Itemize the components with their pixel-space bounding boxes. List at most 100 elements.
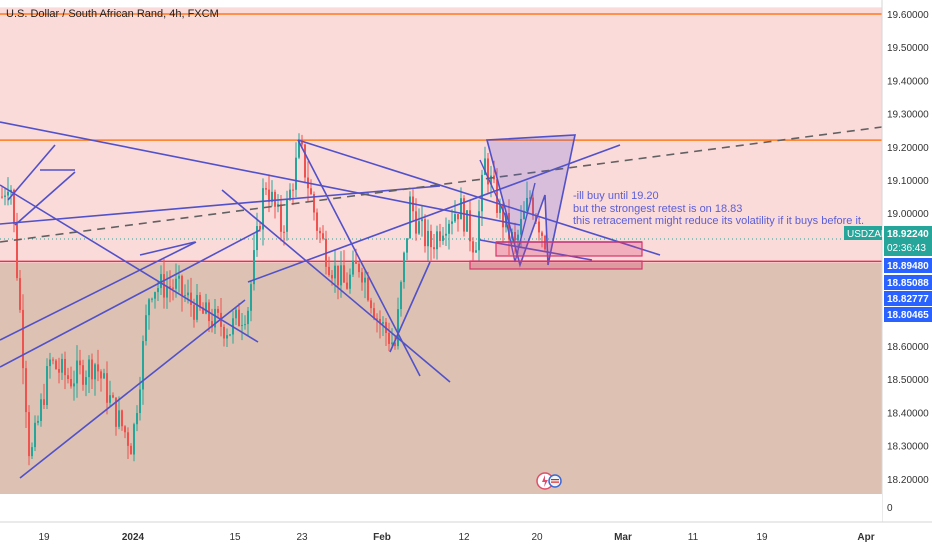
candle-body — [46, 366, 48, 406]
candle-body — [289, 189, 291, 200]
trendline-flat-2 — [479, 239, 593, 261]
candle-body — [445, 233, 447, 236]
candle-body — [4, 195, 6, 197]
x-tick-label: Feb — [373, 532, 391, 543]
candle-body — [82, 365, 84, 385]
candle-body — [205, 302, 207, 314]
candle-body — [286, 199, 288, 232]
candle-body — [151, 298, 153, 300]
candle-body — [526, 197, 528, 211]
target-box-lower — [469, 260, 643, 270]
candle-body — [376, 318, 378, 320]
x-tick-label: Mar — [614, 532, 632, 543]
candle-body — [361, 272, 363, 283]
candle-body — [487, 158, 489, 185]
candle-body — [256, 226, 258, 251]
candle-body — [214, 308, 216, 328]
y-tick-label: 19.20000 — [887, 143, 929, 154]
candle-body — [109, 395, 111, 403]
y-tick-label: 18.40000 — [887, 408, 929, 419]
candle-body — [316, 212, 318, 231]
candle-body — [328, 266, 330, 276]
trendline-rising-break — [389, 261, 431, 353]
candle-body — [199, 294, 201, 308]
annotation-line-2: but the strongest retest is on 18.83 — [573, 202, 743, 215]
x-tick-label: 19 — [38, 532, 50, 543]
candle-body — [334, 265, 336, 279]
candle-body — [247, 310, 249, 325]
candle-body — [346, 282, 348, 289]
candle-body — [124, 426, 126, 433]
candle-body — [259, 226, 261, 230]
level-badge-label: 18.82777 — [887, 294, 929, 305]
x-tick-label: 19 — [756, 532, 768, 543]
candle-body — [37, 420, 39, 423]
candle-body — [130, 445, 132, 455]
candle-body — [478, 211, 480, 251]
candle-body — [532, 197, 534, 216]
trendline-rising-wedge-low — [19, 299, 246, 479]
candle-body — [118, 410, 120, 427]
x-tick-label: 12 — [458, 532, 470, 543]
candle-body — [331, 275, 333, 279]
candle-body — [529, 197, 531, 199]
candle-body — [184, 295, 186, 297]
candle-body — [520, 219, 522, 235]
candle-body — [388, 332, 390, 344]
candle-body — [280, 204, 282, 232]
candle-body — [166, 286, 168, 298]
candle-body — [415, 211, 417, 234]
trendline-rising-wedge-high — [0, 241, 197, 341]
candle-body — [292, 189, 294, 191]
trendline-rising-3 — [247, 144, 621, 283]
candle-body — [514, 231, 516, 241]
trendline-falling-2 — [221, 189, 451, 383]
trendline-slant — [0, 185, 441, 225]
candle-body — [340, 265, 342, 286]
candle-body — [391, 342, 393, 344]
candle-body — [424, 219, 426, 247]
x-tick-label: 11 — [688, 532, 699, 543]
candle-body — [310, 188, 312, 195]
candle-body — [64, 358, 66, 376]
candle-body — [127, 432, 129, 446]
candle-body — [217, 308, 219, 313]
candle-body — [196, 294, 198, 320]
candle-body — [352, 260, 354, 275]
candle-body — [343, 265, 345, 283]
candle-body — [241, 325, 243, 327]
candle-body — [301, 140, 303, 145]
candle-body — [1, 196, 3, 198]
candle-body — [40, 399, 42, 421]
candle-body — [58, 369, 60, 373]
candle-body — [103, 373, 105, 379]
candle-body — [31, 447, 33, 457]
candle-body — [502, 204, 504, 228]
candle-body — [253, 250, 255, 285]
y-axis-zero-label: 0 — [887, 503, 893, 514]
current-price-value: 18.92240 — [887, 229, 929, 240]
candle-body — [523, 210, 525, 220]
x-tick-label: 23 — [296, 532, 308, 543]
candle-body — [190, 292, 192, 305]
candle-body — [367, 277, 369, 301]
lower-zone — [0, 263, 882, 506]
candle-body — [43, 399, 45, 406]
level-badge — [884, 307, 932, 322]
trendline-long-falling — [0, 121, 521, 226]
candle-body — [157, 288, 159, 293]
candle-body — [499, 204, 501, 213]
candle-body — [349, 274, 351, 289]
candle-body — [457, 214, 459, 220]
harmonic-pattern-inner — [479, 159, 536, 263]
candle-body — [121, 410, 123, 427]
upper-zone — [0, 7, 882, 263]
candle-body — [490, 175, 492, 185]
candle-body — [448, 223, 450, 234]
candle-body — [238, 309, 240, 327]
candle-body — [250, 284, 252, 311]
tradingview-logo-icon — [536, 472, 562, 490]
candle-body — [145, 315, 147, 342]
